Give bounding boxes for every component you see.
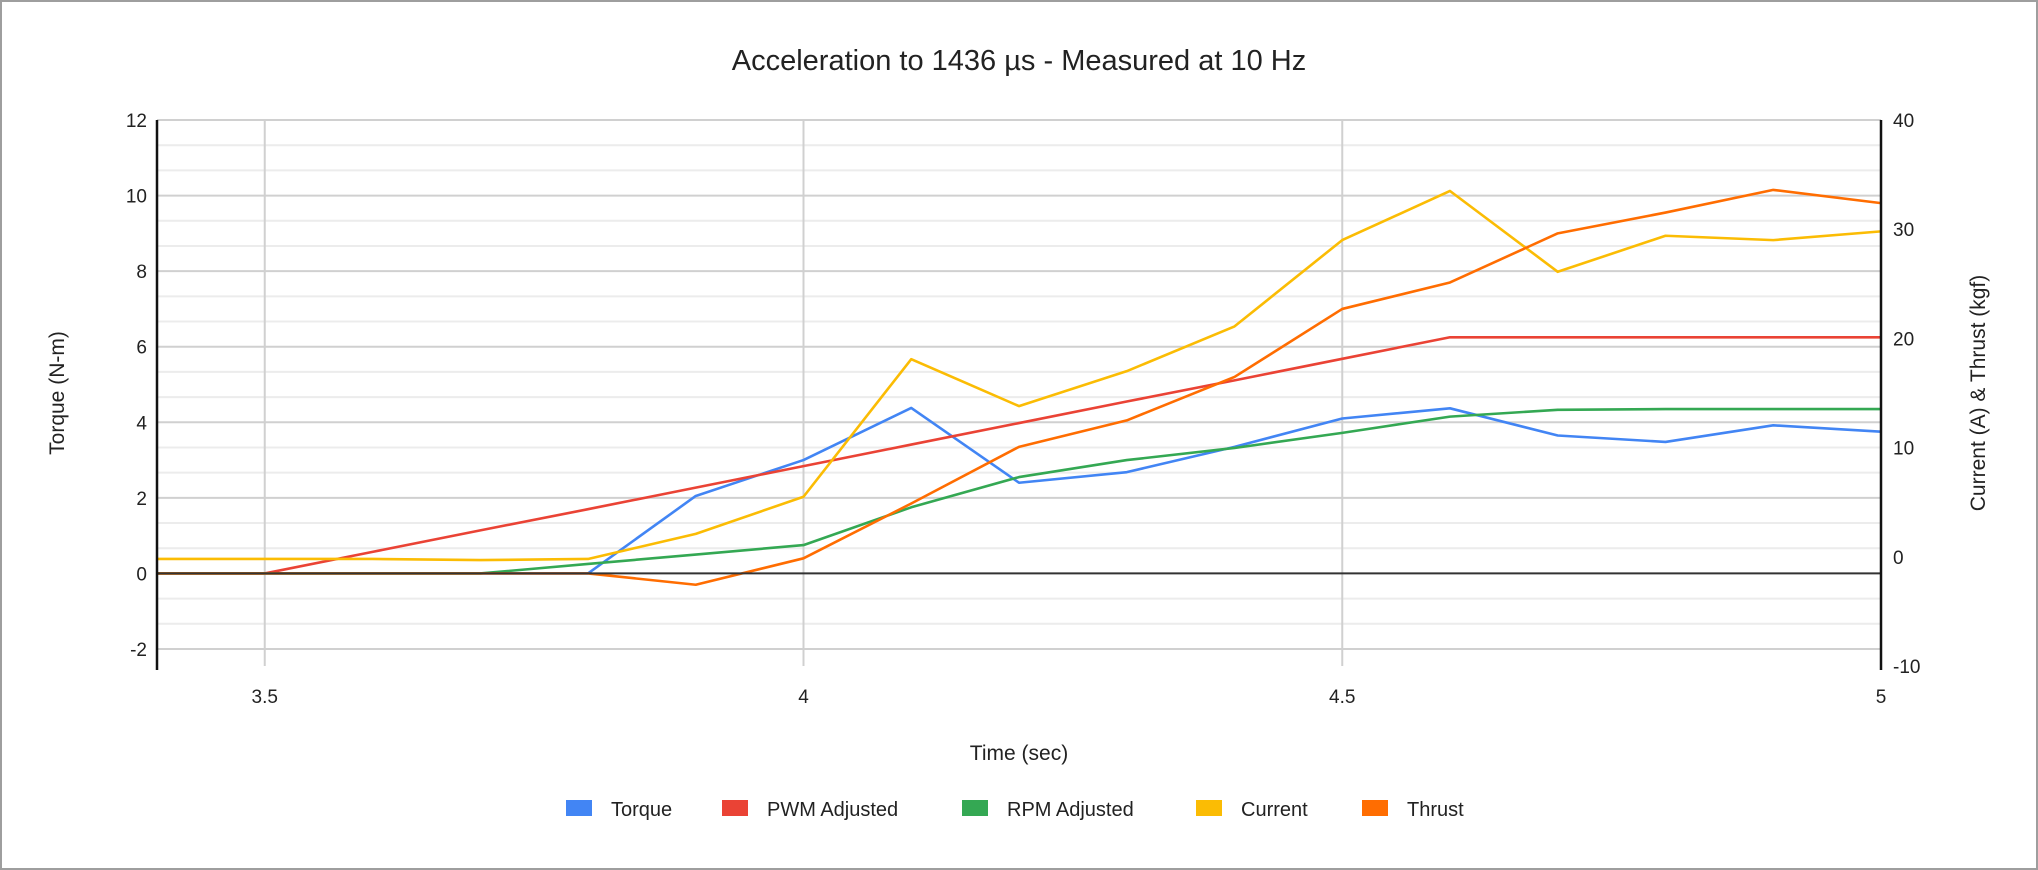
series-line-pwm-adjusted (157, 335, 1881, 575)
x-tick-label: 4 (798, 687, 809, 708)
gridlines (157, 119, 1881, 666)
legend: Torque PWM Adjusted RPM Adjusted Current Thr… (566, 799, 1464, 821)
legend-label: Torque (611, 799, 672, 821)
legend-item-thrust[interactable]: Thrust (1362, 799, 1464, 821)
x-tick-label: 3.5 (252, 687, 278, 708)
legend-item-rpm-adjusted[interactable]: RPM Adjusted (962, 799, 1134, 821)
x-tick-label: 4.5 (1329, 687, 1355, 708)
legend-item-pwm-adjusted[interactable]: PWM Adjusted (722, 799, 898, 821)
right-tick-label: 10 (1893, 439, 1914, 460)
legend-swatch (1196, 800, 1222, 816)
left-axis-title: Torque (N-m) (46, 331, 69, 455)
x-tick-label: 5 (1876, 687, 1887, 708)
legend-item-current[interactable]: Current (1196, 799, 1308, 821)
right-tick-label: 30 (1893, 220, 1914, 241)
x-axis-title: Time (sec) (970, 742, 1068, 765)
legend-label: Current (1241, 799, 1308, 821)
legend-label: RPM Adjusted (1007, 799, 1134, 821)
right-tick-label: -10 (1893, 657, 1920, 678)
left-tick-label: 10 (126, 187, 147, 208)
left-tick-label: 12 (126, 111, 147, 132)
right-axis-title: Current (A) & Thrust (kgf) (1967, 275, 1990, 512)
legend-label: Thrust (1407, 799, 1464, 821)
legend-swatch (722, 800, 748, 816)
legend-swatch (1362, 800, 1388, 816)
left-tick-label: 2 (136, 489, 147, 510)
right-tick-label: 40 (1893, 111, 1914, 132)
right-tick-label: 20 (1893, 329, 1914, 350)
legend-swatch (962, 800, 988, 816)
series-line-current (157, 189, 1882, 562)
chart-title: Acceleration to 1436 µs - Measured at 10… (732, 45, 1306, 77)
legend-swatch (566, 800, 592, 816)
legend-item-torque[interactable]: Torque (566, 799, 672, 821)
left-tick-label: 6 (136, 338, 147, 359)
right-tick-label: 0 (1893, 548, 1904, 569)
axes (155, 120, 1883, 670)
left-tick-label: -2 (130, 640, 147, 661)
legend-label: PWM Adjusted (767, 799, 898, 821)
left-tick-label: 8 (136, 262, 147, 283)
left-tick-label: 4 (136, 413, 147, 434)
left-tick-label: 0 (136, 564, 147, 585)
series-lines (157, 188, 1882, 587)
